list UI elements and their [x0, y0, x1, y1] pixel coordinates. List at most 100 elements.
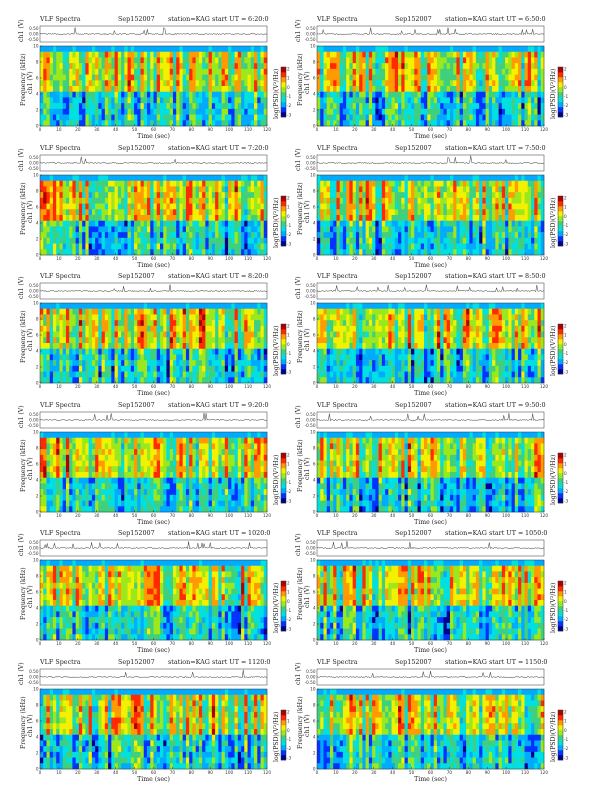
spectrogram-cell	[375, 220, 379, 227]
spectrogram-cell	[469, 243, 473, 250]
spectrogram-cell	[121, 185, 125, 192]
spectrogram-cell	[420, 63, 425, 70]
spectrogram-cell	[114, 68, 119, 75]
spectrogram-cell	[182, 343, 187, 350]
spectrogram-cell	[147, 354, 151, 361]
spectrogram-cell	[475, 225, 480, 232]
spectrogram-cell	[150, 185, 154, 192]
spectrogram-cell	[355, 80, 360, 87]
spectrogram-cell	[117, 120, 122, 127]
spectrogram-cell	[208, 103, 213, 110]
spectrogram-cell	[388, 225, 392, 232]
spectrogram-cell	[534, 185, 538, 192]
spectrogram-cell	[527, 86, 532, 93]
spectrogram-cell	[505, 180, 509, 187]
spectrogram-cell	[501, 91, 506, 98]
spectrogram-cell	[317, 214, 321, 221]
spectrogram-cell	[472, 185, 477, 192]
spectrogram-cell	[247, 57, 252, 64]
spectrogram-cell	[241, 191, 245, 198]
spectrogram-cell	[449, 208, 454, 215]
spectrogram-cell	[163, 57, 167, 64]
spectrogram-cell	[411, 86, 415, 93]
spectrogram-cell	[78, 74, 83, 81]
spectrogram-cell	[150, 86, 154, 93]
spectrogram-cell	[372, 174, 376, 181]
spectrogram-cell	[137, 308, 141, 315]
spectrogram-cell	[172, 91, 177, 98]
spectrogram-cell	[492, 191, 496, 198]
spectrogram-cell	[472, 225, 477, 232]
spectrogram-cell	[339, 231, 344, 238]
spectrogram-cell	[46, 365, 51, 372]
spectrogram-cell	[159, 308, 164, 315]
colorbar-segment	[281, 220, 286, 226]
spectrogram-cell	[443, 197, 448, 204]
spectrogram-cell	[124, 103, 128, 110]
spectrogram-cell	[121, 308, 125, 315]
spectrogram-cell	[108, 208, 112, 215]
spectrogram-cell	[417, 197, 422, 204]
spectrogram-cell	[82, 231, 86, 238]
spectrogram-cell	[114, 248, 119, 255]
spectrogram-cell	[462, 174, 467, 181]
spectrogram-cell	[91, 214, 96, 221]
spectrogram-cell	[95, 320, 99, 327]
spectrogram-cell	[241, 231, 245, 238]
spectrogram-cell	[189, 103, 193, 110]
spectrogram-cell	[534, 231, 538, 238]
spectrogram-cell	[91, 354, 96, 361]
spectrogram-cell	[466, 97, 470, 104]
spectrogram-cell	[247, 108, 252, 115]
spectrogram-cell	[153, 63, 158, 70]
spectrogram-cell	[501, 248, 506, 255]
spectrogram-cell	[124, 63, 128, 70]
spectrogram-cell	[424, 68, 428, 75]
spectrogram-cell	[514, 97, 519, 104]
spectrogram-cell	[40, 348, 44, 355]
spectrogram-cell	[104, 203, 109, 210]
spectrogram-cell	[540, 203, 545, 210]
spectrogram-cell	[208, 354, 213, 361]
spectrogram-cell	[424, 197, 428, 204]
spectrogram-cell	[143, 114, 148, 121]
spectrogram-cell	[43, 314, 47, 321]
spectrogram-cell	[117, 185, 122, 192]
spectrogram-cell	[163, 86, 167, 93]
spectrogram-cell	[176, 46, 180, 53]
spectrogram-cell	[540, 237, 545, 244]
spectrogram-cell	[524, 225, 529, 232]
spectrogram-cell	[368, 114, 373, 121]
spectrogram-cell	[202, 348, 206, 355]
spectrogram-cell	[247, 74, 252, 81]
spectrogram-cell	[375, 51, 379, 58]
spectrogram-cell	[472, 197, 477, 204]
spectrogram-cell	[365, 220, 370, 227]
spectrogram-cell	[263, 220, 268, 227]
spectrogram-cell	[540, 248, 545, 255]
spectrogram-cell	[205, 220, 209, 227]
spectrogram-cell	[326, 97, 331, 104]
spectrogram-cell	[505, 185, 509, 192]
spectrogram-cell	[427, 108, 431, 115]
spectrogram-cell	[518, 174, 522, 181]
spectrogram-cell	[329, 185, 334, 192]
spectrogram-cell	[140, 320, 145, 327]
spectrogram-cell	[140, 220, 145, 227]
spectrogram-cell	[46, 86, 51, 93]
spectrogram-cell	[140, 51, 145, 58]
spectrogram-cell	[143, 220, 148, 227]
spectrogram-cell	[224, 174, 229, 181]
spectrogram-cell	[398, 191, 402, 198]
spectrogram-cell	[394, 103, 399, 110]
spectrogram-cell	[208, 74, 213, 81]
spectrogram-cell	[143, 208, 148, 215]
spectrogram-cell	[508, 214, 512, 221]
spectrogram-cell	[101, 214, 106, 221]
spectrogram-cell	[488, 80, 493, 87]
spectrogram-cell	[446, 86, 451, 93]
spectrogram-cell	[518, 103, 522, 110]
spectrogram-cell	[182, 46, 187, 53]
colorbar-frame	[557, 195, 564, 246]
spectrogram-cell	[59, 243, 63, 250]
